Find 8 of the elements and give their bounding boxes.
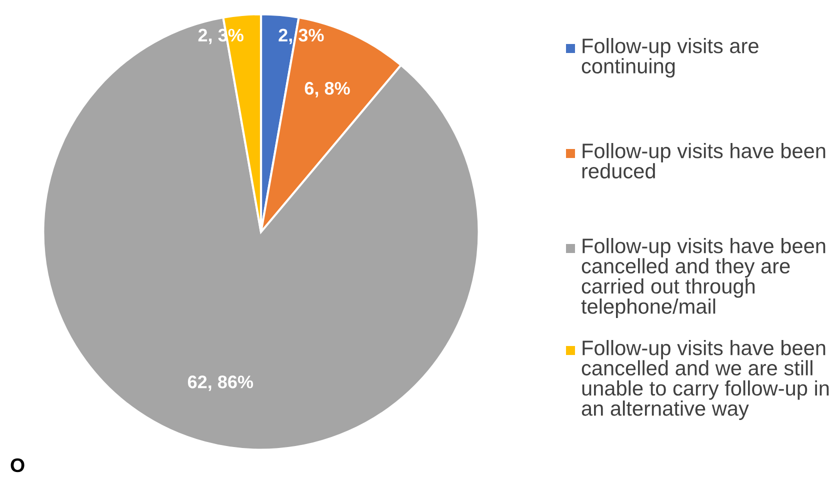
data-label: 6, 8% — [304, 82, 350, 98]
data-label: 62, 86% — [188, 376, 254, 391]
legend-label: Follow-up visits have been cancelled and we are still unable to carry follow-up in an alternative way — [582, 340, 829, 420]
legend-label: Follow-up visits have been reduced — [582, 143, 826, 178]
legend-label: Follow-up visits have been cancelled and they are carried out through telephone/mail — [581, 238, 826, 318]
legend-label: Follow-up visits are continuing — [582, 38, 758, 78]
text: O — [10, 458, 24, 472]
data-label: 2, 3% — [278, 28, 324, 44]
